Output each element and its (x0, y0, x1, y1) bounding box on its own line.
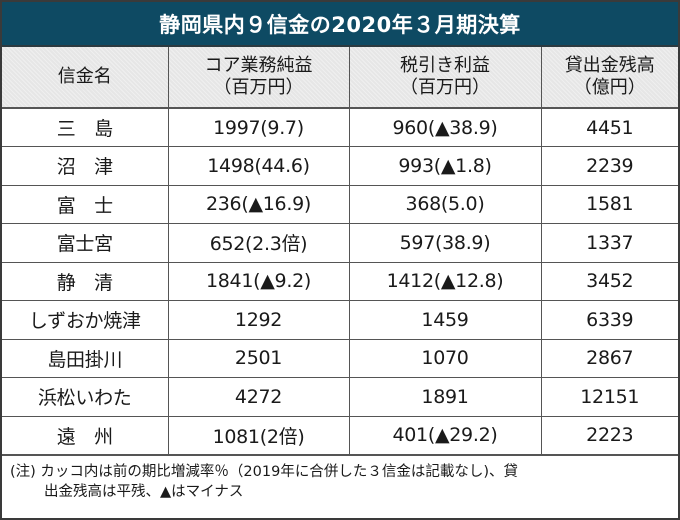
core-profit-cell: 1997(9.7) (168, 108, 350, 147)
header-core-profit: コア業務純益 （百万円） (168, 47, 350, 109)
net-income-cell: 1891 (349, 377, 542, 417)
bank-name-cell: 富 士 (2, 185, 169, 224)
core-profit-cell: 2501 (168, 339, 350, 378)
net-income-cell: 993(▲1.8) (349, 146, 542, 186)
core-profit-cell: 1498(44.6) (168, 146, 350, 186)
loans-cell: 2223 (541, 416, 678, 456)
bank-name-cell: 浜松いわた (2, 377, 169, 417)
header-row: 信金名 コア業務純益 （百万円） 税引き利益 （百万円） 貸出金残高 （億円） (2, 47, 678, 109)
core-profit-cell: 1081(2倍) (168, 416, 350, 456)
table-row: 三 島 1997(9.7) 960(▲38.9) 4451 (2, 108, 678, 147)
loans-cell: 4451 (541, 108, 678, 147)
bank-name-cell: しずおか焼津 (2, 300, 169, 340)
table-row: 浜松いわた 4272 1891 12151 (2, 377, 678, 417)
net-income-cell: 1412(▲12.8) (349, 262, 542, 301)
net-income-cell: 401(▲29.2) (349, 416, 542, 456)
bank-name-cell: 沼 津 (2, 146, 169, 186)
header-net-income: 税引き利益 （百万円） (349, 47, 542, 109)
table-row: 富士宮 652(2.3倍) 597(38.9) 1337 (2, 223, 678, 263)
bank-name-cell: 静 清 (2, 262, 169, 301)
footnote: (注) カッコ内は前の期比増減率％（2019年に合併した３信金は記載なし)、貸 … (2, 456, 678, 502)
net-income-cell: 960(▲38.9) (349, 108, 542, 147)
core-profit-cell: 1841(▲9.2) (168, 262, 350, 301)
loans-cell: 1337 (541, 223, 678, 263)
header-loans: 貸出金残高 （億円） (541, 47, 678, 109)
footnote-line-2: 出金残高は平残、▲はマイナス (44, 483, 244, 500)
loans-cell: 2239 (541, 146, 678, 186)
table-row: 遠 州 1081(2倍) 401(▲29.2) 2223 (2, 416, 678, 456)
core-profit-cell: 1292 (168, 300, 350, 340)
results-table: 信金名 コア業務純益 （百万円） 税引き利益 （百万円） 貸出金残高 （億円） … (2, 47, 678, 456)
loans-cell: 12151 (541, 377, 678, 417)
table-row: 富 士 236(▲16.9) 368(5.0) 1581 (2, 185, 678, 224)
header-bank-name: 信金名 (2, 47, 169, 109)
core-profit-cell: 652(2.3倍) (168, 223, 350, 263)
loans-cell: 2867 (541, 339, 678, 378)
net-income-cell: 1459 (349, 300, 542, 340)
core-profit-cell: 236(▲16.9) (168, 185, 350, 224)
loans-cell: 1581 (541, 185, 678, 224)
bank-name-cell: 遠 州 (2, 416, 169, 456)
table-title: 静岡県内９信金の2020年３月期決算 (2, 2, 678, 47)
footnote-line-1: (注) カッコ内は前の期比増減率％（2019年に合併した３信金は記載なし)、貸 (10, 463, 518, 480)
table-row: しずおか焼津 1292 1459 6339 (2, 300, 678, 340)
table-row: 沼 津 1498(44.6) 993(▲1.8) 2239 (2, 146, 678, 186)
net-income-cell: 368(5.0) (349, 185, 542, 224)
bank-name-cell: 富士宮 (2, 223, 169, 263)
table-row: 静 清 1841(▲9.2) 1412(▲12.8) 3452 (2, 262, 678, 301)
bank-name-cell: 三 島 (2, 108, 169, 147)
net-income-cell: 1070 (349, 339, 542, 378)
bank-name-cell: 島田掛川 (2, 339, 169, 378)
table-row: 島田掛川 2501 1070 2867 (2, 339, 678, 378)
loans-cell: 3452 (541, 262, 678, 301)
loans-cell: 6339 (541, 300, 678, 340)
net-income-cell: 597(38.9) (349, 223, 542, 263)
core-profit-cell: 4272 (168, 377, 350, 417)
